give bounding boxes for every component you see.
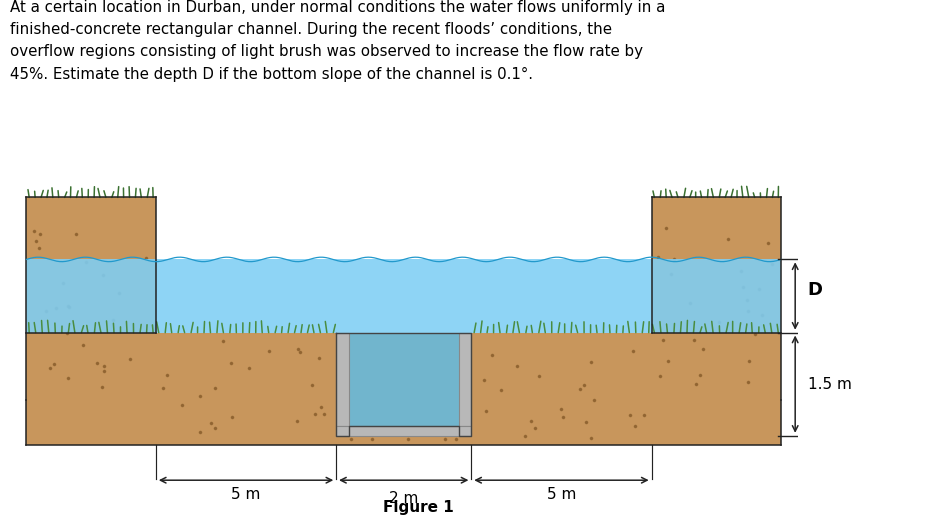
Text: 1.5 m: 1.5 m <box>808 376 851 392</box>
Bar <box>349 333 459 426</box>
Polygon shape <box>336 436 471 445</box>
Polygon shape <box>27 333 336 445</box>
Text: At a certain location in Durban, under normal conditions the water flows uniform: At a certain location in Durban, under n… <box>10 0 665 82</box>
Bar <box>156 259 652 333</box>
Polygon shape <box>27 197 781 445</box>
Bar <box>336 426 471 436</box>
Bar <box>336 333 349 426</box>
Text: 5 m: 5 m <box>232 487 260 502</box>
Polygon shape <box>27 197 156 400</box>
Bar <box>652 259 781 333</box>
Bar <box>27 259 156 333</box>
Text: Figure 1: Figure 1 <box>383 500 453 515</box>
Text: D: D <box>808 281 823 299</box>
Text: 5 m: 5 m <box>547 487 576 502</box>
Text: 2 m: 2 m <box>390 492 418 506</box>
Bar <box>459 333 471 426</box>
Polygon shape <box>471 333 781 445</box>
Polygon shape <box>652 197 781 400</box>
